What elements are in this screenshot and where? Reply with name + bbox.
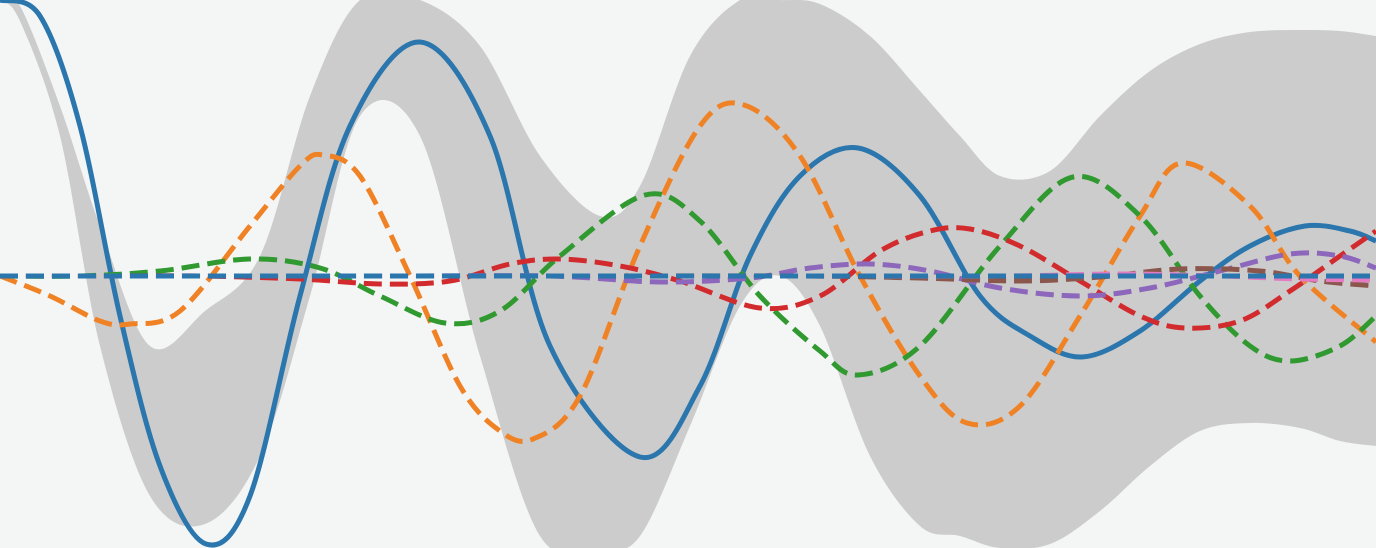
plot-svg [0,0,1376,548]
gp-samples-chart [0,0,1376,548]
